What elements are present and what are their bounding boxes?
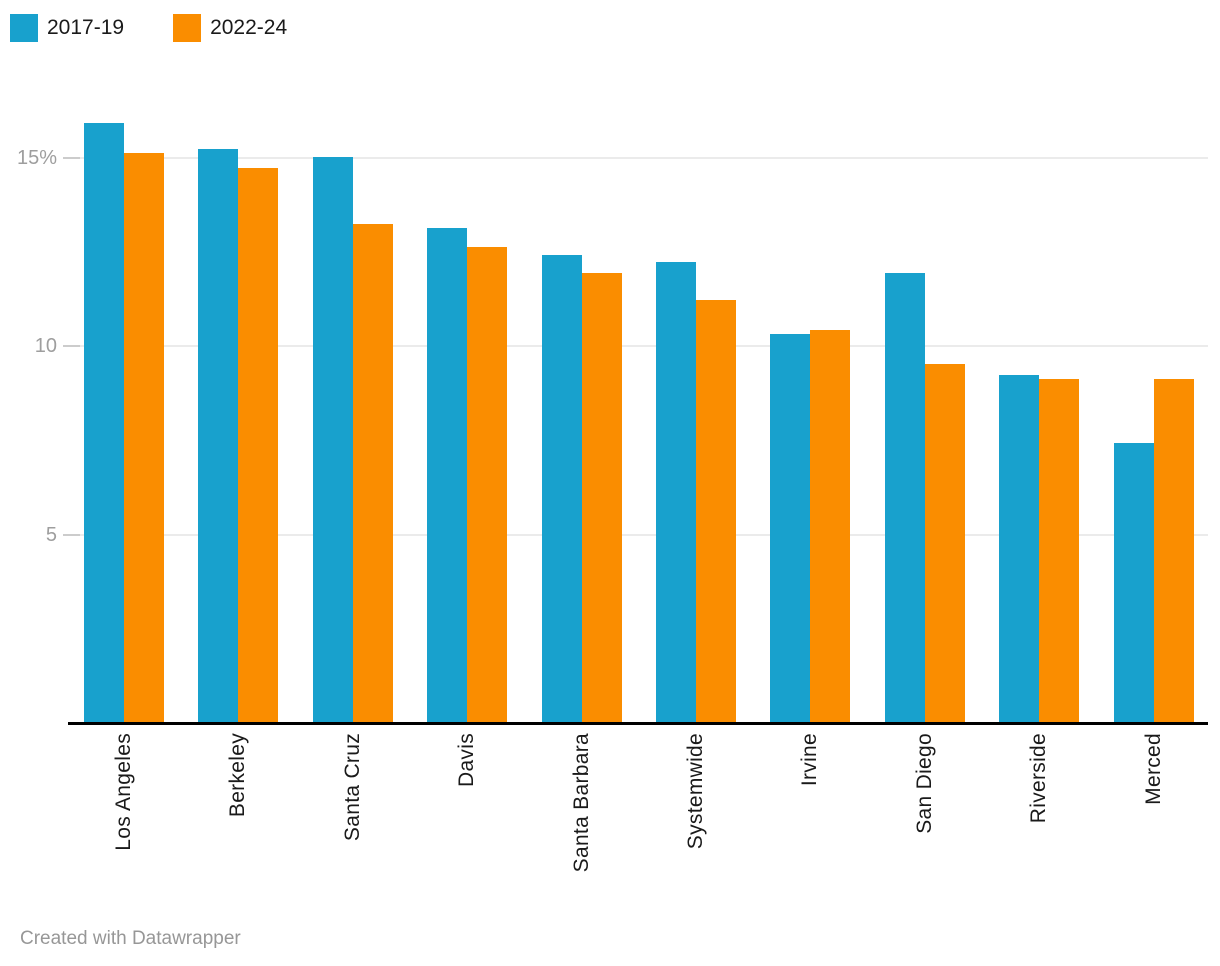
bar-systemwide-2017-19[interactable] <box>656 262 696 722</box>
bar-san-diego-2022-24[interactable] <box>924 363 965 722</box>
legend-item-2017-19: 2017-19 <box>10 14 124 42</box>
y-axis-tick-label-15: 15% <box>16 146 57 169</box>
x-axis-line <box>68 722 1208 725</box>
gridline-10 <box>68 345 1208 348</box>
bar-berkeley-2022-24[interactable] <box>238 167 279 722</box>
bar-irvine-2022-24[interactable] <box>810 329 851 722</box>
y-axis-tick-label-5: 5 <box>45 523 57 546</box>
x-axis-label-san-diego: San Diego <box>885 733 965 928</box>
legend-label-2017-19: 2017-19 <box>47 16 125 39</box>
x-axis-label-text: Davis <box>455 733 479 788</box>
x-axis-label-santa-barbara: Santa Barbara <box>542 733 622 928</box>
x-axis-label-riverside: Riverside <box>999 733 1079 928</box>
x-axis-label-systemwide: Systemwide <box>656 733 736 928</box>
y-axis-tick-10 <box>63 345 80 348</box>
legend-swatch-2022-24 <box>173 14 202 42</box>
x-axis-label-los-angeles: Los Angeles <box>84 733 164 928</box>
legend-item-2022-24: 2022-24 <box>173 14 287 42</box>
x-axis-label-santa-cruz: Santa Cruz <box>313 733 393 928</box>
x-axis-label-text: Berkeley <box>226 733 250 818</box>
x-axis-label-berkeley: Berkeley <box>198 733 278 928</box>
bar-irvine-2017-19[interactable] <box>770 333 811 722</box>
bar-san-diego-2017-19[interactable] <box>884 273 925 722</box>
plot-area <box>63 100 1208 725</box>
legend-swatch-2017-19 <box>10 14 38 42</box>
bar-berkeley-2017-19[interactable] <box>198 149 239 722</box>
bar-los-angeles-2022-24[interactable] <box>124 152 164 722</box>
x-axis-label-text: Riverside <box>1027 733 1051 824</box>
bar-santa-cruz-2017-19[interactable] <box>312 156 353 722</box>
bar-los-angeles-2017-19[interactable] <box>84 122 124 722</box>
bar-systemwide-2022-24[interactable] <box>696 299 736 722</box>
legend-label-2022-24: 2022-24 <box>210 16 288 39</box>
y-axis-tick-15 <box>63 156 80 159</box>
bar-merced-2017-19[interactable] <box>1113 443 1154 722</box>
x-axis-label-merced: Merced <box>1114 733 1194 928</box>
bar-riverside-2022-24[interactable] <box>1039 378 1080 722</box>
gridline-15 <box>68 156 1208 159</box>
datawrapper-credit-link[interactable]: Created with Datawrapper <box>20 928 241 949</box>
legend: 2017-19 2022-24 <box>10 14 287 42</box>
bar-davis-2017-19[interactable] <box>427 228 468 722</box>
bar-davis-2022-24[interactable] <box>467 247 508 722</box>
gridline-5 <box>68 533 1208 536</box>
x-axis-label-text: San Diego <box>912 733 936 834</box>
y-axis-tick-label-10: 10 <box>34 335 57 358</box>
x-axis-label-text: Los Angeles <box>112 733 135 851</box>
bar-santa-barbara-2017-19[interactable] <box>541 254 582 722</box>
bar-santa-cruz-2022-24[interactable] <box>352 224 393 722</box>
x-axis-label-text: Merced <box>1141 733 1165 805</box>
bar-merced-2022-24[interactable] <box>1153 378 1194 722</box>
bar-riverside-2017-19[interactable] <box>999 375 1040 722</box>
x-axis-label-text: Systemwide <box>684 733 707 850</box>
x-axis-label-text: Irvine <box>798 733 822 787</box>
x-axis-label-davis: Davis <box>427 733 507 928</box>
y-axis-tick-5 <box>63 533 80 536</box>
x-axis-label-text: Santa Cruz <box>340 733 364 842</box>
x-axis-label-irvine: Irvine <box>770 733 850 928</box>
x-axis-label-text: Santa Barbara <box>569 733 593 873</box>
bar-santa-barbara-2022-24[interactable] <box>581 273 622 722</box>
